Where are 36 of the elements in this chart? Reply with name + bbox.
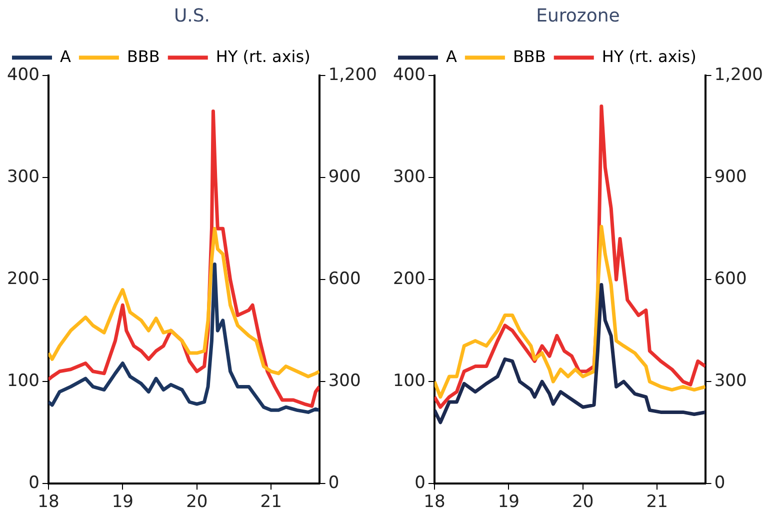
x-tick-label: 20 [186,492,208,512]
y-tick-label: 400 [392,65,426,86]
y-tick-label: 200 [392,269,426,290]
y-tick-label: 200 [6,269,40,290]
y2-tick-label: 0 [714,473,726,494]
y2-tick-label: 600 [328,269,361,290]
x-tick-label: 19 [498,492,520,512]
x-tick-label: 18 [38,492,60,512]
x-tick-label: 20 [572,492,594,512]
chart-title: U.S. [174,5,210,26]
legend-label: A [60,46,71,66]
y-tick-label: 400 [6,65,40,86]
x-tick-label: 19 [112,492,134,512]
y2-tick-label: 1,200 [328,65,378,86]
y2-tick-label: 900 [714,167,747,188]
y2-tick-label: 600 [714,269,747,290]
legend-label: BBB [126,46,160,66]
legend-label: A [446,46,457,66]
y-tick-label: 300 [6,167,40,188]
y2-tick-label: 300 [714,371,747,392]
y-tick-label: 100 [392,371,426,392]
y-tick-label: 300 [392,167,426,188]
legend-label: BBB [512,46,546,66]
legend-label: HY (rt. axis) [602,46,696,66]
x-tick-label: 21 [260,492,282,512]
y2-tick-label: 300 [328,371,361,392]
x-tick-label: 21 [646,492,668,512]
y-tick-label: 0 [28,473,40,494]
y2-tick-label: 1,200 [714,65,764,86]
y-tick-label: 0 [414,473,426,494]
y2-tick-label: 0 [328,473,340,494]
chart-title: Eurozone [536,5,620,26]
x-tick-label: 18 [424,492,446,512]
y2-tick-label: 900 [328,167,361,188]
y-tick-label: 100 [6,371,40,392]
legend-label: HY (rt. axis) [216,46,310,66]
